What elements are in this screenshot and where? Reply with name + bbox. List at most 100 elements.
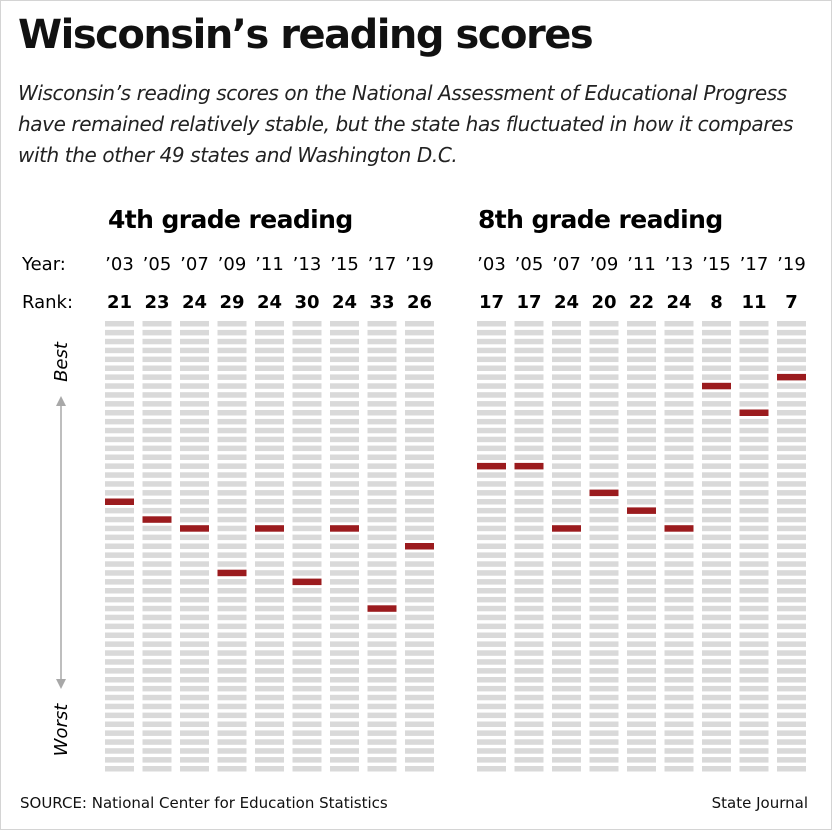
rank-slot — [105, 703, 134, 710]
rank-slot — [702, 596, 731, 603]
rank-slot — [664, 383, 694, 389]
rank-slot — [367, 588, 397, 594]
rank-slot — [330, 579, 359, 585]
rank-slot — [552, 445, 581, 452]
rank-slot — [739, 552, 769, 558]
rank-slot — [180, 721, 209, 727]
rank-slot — [514, 481, 544, 487]
rank-slot — [142, 730, 172, 736]
rank-slot — [105, 490, 134, 496]
rank-slot — [142, 347, 172, 354]
rank-slot — [552, 463, 581, 469]
rank-slot — [514, 721, 544, 727]
rank-slot — [180, 321, 209, 327]
rank-slot — [105, 757, 134, 763]
rank-slot — [217, 703, 247, 710]
rank-value-label: 30 — [294, 292, 319, 313]
rank-slot — [330, 659, 359, 665]
rank-slot — [405, 579, 434, 585]
rank-slot — [292, 596, 322, 603]
rank-slot — [552, 418, 581, 425]
year-tick-label: ’05 — [143, 254, 172, 275]
rank-slot — [664, 614, 694, 621]
rank-slot — [180, 694, 209, 701]
rank-slot — [514, 659, 544, 665]
rank-slot — [552, 561, 581, 567]
rank-slot — [552, 668, 581, 674]
rank-slot — [627, 418, 656, 425]
rank-slot — [552, 623, 581, 630]
year-tick-label: ’15 — [702, 254, 731, 275]
rank-slot — [367, 516, 397, 523]
year-tick-label: ’11 — [627, 254, 656, 275]
rank-slot — [255, 694, 284, 701]
rank-slot — [589, 659, 619, 665]
rank-slot — [180, 730, 209, 736]
rank-slot — [777, 436, 806, 443]
rank-slot — [330, 641, 359, 647]
rank-slot — [589, 596, 619, 603]
rank-slot — [739, 766, 769, 772]
rank-slot — [777, 534, 806, 541]
rank-slot — [367, 570, 397, 576]
rank-slot — [552, 338, 581, 345]
rank-slot — [739, 507, 769, 514]
rank-slot — [664, 694, 694, 701]
rank-value-label: 23 — [144, 292, 169, 313]
rank-slot — [142, 445, 172, 452]
rank-column — [255, 321, 284, 772]
rank-slot — [292, 623, 322, 630]
rank-slot — [477, 427, 506, 434]
rank-slot — [180, 739, 209, 745]
rank-slot — [777, 632, 806, 638]
rank-slot — [477, 534, 506, 541]
year-tick-label: ’03 — [477, 254, 506, 275]
rank-slot — [477, 490, 506, 496]
rank-slot — [702, 739, 731, 745]
rank-slot — [330, 454, 359, 460]
rank-marker — [777, 373, 806, 381]
rank-slot — [702, 534, 731, 541]
rank-slot — [405, 516, 434, 523]
rank-slot — [514, 365, 544, 371]
rank-slot — [777, 410, 806, 416]
rank-slot — [777, 579, 806, 585]
rank-slot — [142, 410, 172, 416]
panel-title: 4th grade reading — [108, 205, 353, 234]
rank-column — [552, 321, 581, 772]
rank-slot — [627, 463, 656, 469]
rank-slot — [405, 668, 434, 674]
rank-slot — [477, 757, 506, 763]
rank-slot — [180, 410, 209, 416]
rank-slot — [142, 650, 172, 656]
rank-slot — [664, 356, 694, 363]
rank-slot — [367, 418, 397, 425]
rank-slot — [405, 374, 434, 380]
rank-slot — [292, 641, 322, 647]
rank-slot — [702, 481, 731, 487]
rank-slot — [292, 338, 322, 345]
rank-slot — [664, 490, 694, 496]
rank-slot — [627, 472, 656, 478]
source-note: SOURCE: National Center for Education St… — [20, 794, 388, 812]
rank-slot — [702, 543, 731, 549]
year-tick-label: ’05 — [515, 254, 544, 275]
rank-slot — [180, 445, 209, 452]
rank-slot — [180, 472, 209, 478]
rank-slot — [180, 552, 209, 558]
rank-slot — [367, 410, 397, 416]
rank-slot — [180, 766, 209, 772]
rank-slot — [664, 588, 694, 594]
rank-slot — [105, 766, 134, 772]
rank-slot — [255, 614, 284, 621]
rank-slot — [180, 329, 209, 336]
rank-slot — [105, 356, 134, 363]
year-tick-label: ’07 — [180, 254, 209, 275]
rank-slot — [702, 427, 731, 434]
rank-slot — [217, 383, 247, 389]
rank-slot — [142, 374, 172, 380]
rank-slot — [330, 677, 359, 683]
rank-value-label: 8 — [710, 292, 723, 313]
rank-slot — [142, 748, 172, 754]
